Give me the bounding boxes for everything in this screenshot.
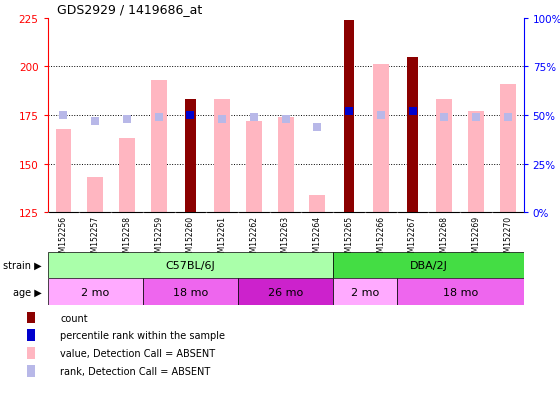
- Bar: [119, 139, 135, 213]
- Text: GDS2929 / 1419686_at: GDS2929 / 1419686_at: [57, 3, 202, 16]
- Bar: [27, 312, 35, 324]
- Text: GSM152257: GSM152257: [91, 216, 100, 262]
- Text: GSM152261: GSM152261: [218, 216, 227, 262]
- Bar: [468, 112, 484, 213]
- Text: C57BL/6J: C57BL/6J: [166, 260, 215, 271]
- Point: [440, 114, 449, 121]
- Text: DBA/2J: DBA/2J: [409, 260, 447, 271]
- Text: GSM152259: GSM152259: [154, 216, 163, 262]
- Point: [91, 118, 100, 125]
- Bar: [373, 65, 389, 213]
- Bar: [87, 178, 103, 213]
- Bar: [278, 118, 293, 213]
- Text: value, Detection Call = ABSENT: value, Detection Call = ABSENT: [60, 349, 216, 358]
- Bar: [396, 279, 524, 306]
- Point: [186, 112, 195, 119]
- Point: [472, 114, 480, 121]
- Point: [218, 116, 227, 123]
- Bar: [151, 81, 167, 213]
- Point: [503, 114, 512, 121]
- Text: GSM152264: GSM152264: [313, 216, 322, 262]
- Point: [376, 112, 385, 119]
- Text: GSM152268: GSM152268: [440, 216, 449, 262]
- Bar: [143, 279, 238, 306]
- Bar: [333, 279, 396, 306]
- Bar: [333, 252, 524, 279]
- Text: 26 mo: 26 mo: [268, 287, 303, 297]
- Point: [249, 114, 258, 121]
- Bar: [344, 21, 354, 213]
- Point: [313, 124, 322, 131]
- Bar: [27, 366, 35, 377]
- Bar: [27, 347, 35, 359]
- Bar: [48, 252, 333, 279]
- Bar: [407, 57, 418, 213]
- Text: percentile rank within the sample: percentile rank within the sample: [60, 331, 225, 341]
- Point: [154, 114, 163, 121]
- Bar: [185, 100, 195, 213]
- Bar: [500, 85, 516, 213]
- Bar: [55, 129, 72, 213]
- Text: GSM152262: GSM152262: [249, 216, 258, 262]
- Text: GSM152263: GSM152263: [281, 216, 290, 262]
- Text: GSM152265: GSM152265: [344, 216, 353, 262]
- Text: 18 mo: 18 mo: [173, 287, 208, 297]
- Text: GSM152258: GSM152258: [123, 216, 132, 262]
- Text: rank, Detection Call = ABSENT: rank, Detection Call = ABSENT: [60, 366, 211, 376]
- Text: count: count: [60, 313, 88, 323]
- Point: [344, 109, 353, 115]
- Bar: [238, 279, 333, 306]
- Bar: [436, 100, 452, 213]
- Text: 2 mo: 2 mo: [351, 287, 379, 297]
- Bar: [214, 100, 230, 213]
- Point: [59, 112, 68, 119]
- Bar: [27, 330, 35, 342]
- Text: GSM152269: GSM152269: [472, 216, 480, 262]
- Bar: [48, 279, 143, 306]
- Point: [408, 109, 417, 115]
- Text: GSM152256: GSM152256: [59, 216, 68, 262]
- Bar: [309, 195, 325, 213]
- Point: [281, 116, 290, 123]
- Bar: [246, 121, 262, 213]
- Text: GSM152270: GSM152270: [503, 216, 512, 262]
- Text: 18 mo: 18 mo: [442, 287, 478, 297]
- Text: age ▶: age ▶: [13, 287, 42, 297]
- Text: GSM152267: GSM152267: [408, 216, 417, 262]
- Text: GSM152260: GSM152260: [186, 216, 195, 262]
- Text: strain ▶: strain ▶: [3, 260, 42, 271]
- Text: GSM152266: GSM152266: [376, 216, 385, 262]
- Point: [123, 116, 132, 123]
- Text: 2 mo: 2 mo: [81, 287, 109, 297]
